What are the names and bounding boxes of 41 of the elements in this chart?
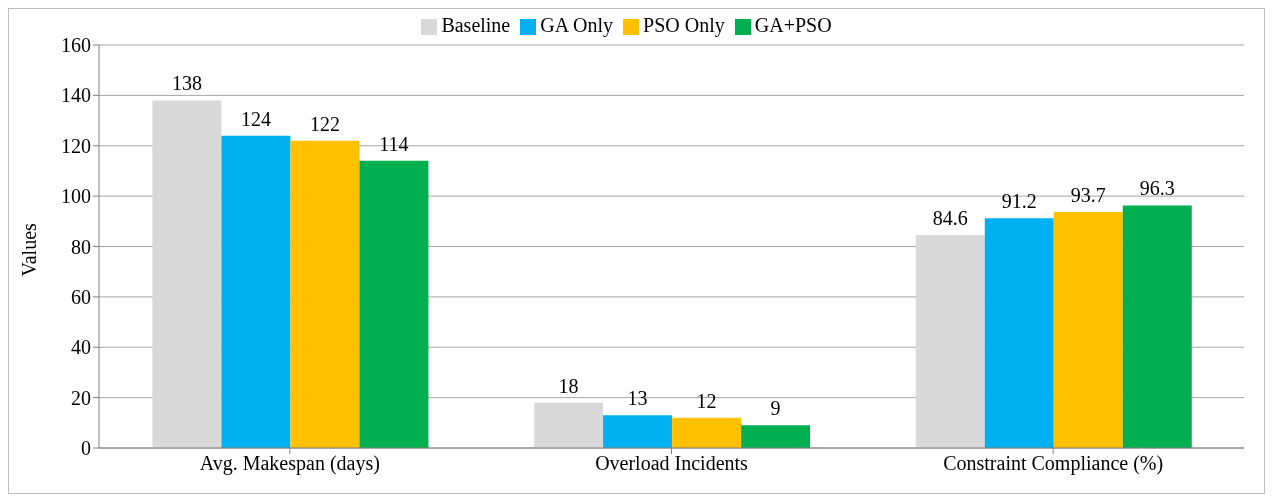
x-tick-label: Overload Incidents (595, 452, 749, 475)
bar (534, 402, 604, 448)
bar (152, 100, 222, 448)
y-tick-label: 60 (71, 285, 91, 308)
legend-label: PSO Only (643, 14, 725, 36)
y-tick-label: 140 (61, 84, 91, 107)
data-label: 96.3 (1139, 177, 1175, 200)
y-tick-label: 160 (61, 34, 91, 57)
y-tick-label: 100 (61, 185, 91, 208)
y-tick-label: 0 (81, 437, 91, 460)
data-label: 13 (627, 387, 648, 410)
y-axis-title: Values (18, 222, 41, 277)
bar (984, 218, 1054, 448)
bar (1122, 205, 1192, 448)
data-label: 124 (240, 107, 271, 130)
y-tick-label: 20 (71, 386, 91, 409)
legend-label: GA Only (540, 14, 614, 36)
x-tick-label: Constraint Compliance (%) (943, 452, 1164, 476)
legend-label: Baseline (441, 14, 511, 36)
data-label: 138 (171, 72, 202, 95)
bar (1053, 211, 1123, 448)
bar (221, 135, 291, 448)
data-label: 9 (770, 397, 781, 420)
data-label: 12 (696, 389, 717, 412)
legend-label: GA+PSO (754, 14, 832, 36)
data-label: 114 (379, 132, 409, 155)
bar (741, 425, 811, 448)
data-label: 93.7 (1070, 183, 1106, 206)
y-tick-label: 120 (61, 134, 91, 157)
y-tick-label: 80 (71, 235, 91, 258)
bar (290, 140, 360, 448)
data-label: 18 (558, 374, 579, 397)
x-tick-label: Avg. Makespan (days) (199, 452, 380, 476)
data-label: 91.2 (1001, 190, 1037, 213)
bar (359, 160, 429, 448)
data-label: 84.6 (932, 206, 968, 229)
bar (915, 234, 985, 448)
y-tick-label: 40 (71, 336, 91, 359)
bar (603, 415, 673, 448)
data-label: 122 (309, 112, 340, 135)
bar (672, 417, 742, 448)
